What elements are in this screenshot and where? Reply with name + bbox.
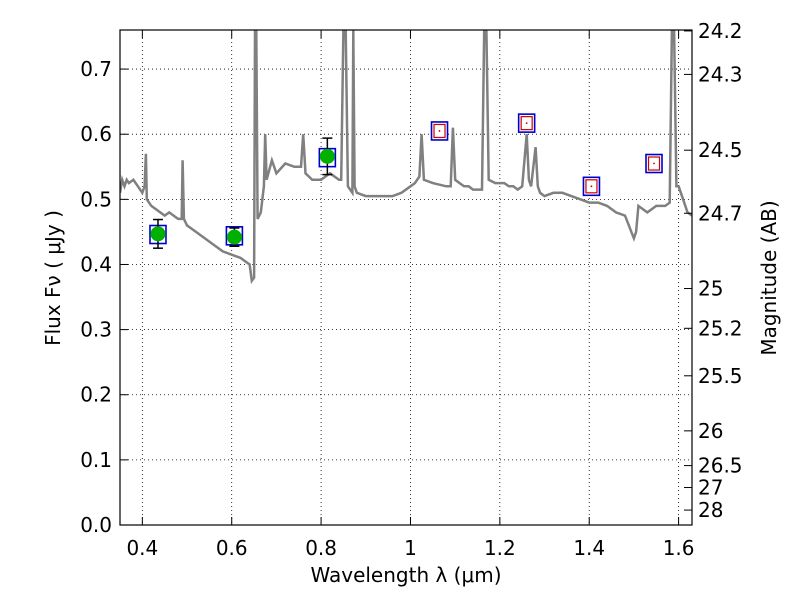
model-markers [149, 113, 663, 246]
plot-frame [119, 29, 693, 526]
model-point-dot [653, 162, 655, 165]
model-point-inner [520, 116, 533, 131]
x-tick-labels: 0.4 0.6 0.8 1 1.2 1.4 1.6 [126, 536, 694, 560]
y-tick-label: 0.1 [80, 448, 112, 472]
model-point-dot [525, 122, 528, 125]
y-tick-label: 0.7 [80, 57, 112, 81]
model-point-dot [438, 130, 441, 132]
y2-tick-label: 25.5 [698, 364, 743, 388]
x-tick-label: 1.6 [663, 536, 695, 560]
model-point-inner [433, 123, 446, 139]
y2-tick-label: 27 [698, 476, 723, 500]
y2-tick-label: 25.2 [698, 316, 743, 340]
y-tick-label: 0.2 [80, 383, 112, 407]
spectrum-layer [120, 30, 692, 285]
spectrum-line [120, 30, 692, 285]
y2-tick-label: 24.5 [698, 138, 743, 162]
y-tick-label: 0.4 [80, 252, 112, 276]
y2-tick-label: 24.2 [698, 19, 743, 43]
y-axis-label: Flux Fν ( μJy ) [41, 210, 65, 346]
model-point-inner [647, 156, 661, 171]
y-tick-labels: 0.0 0.1 0.2 0.3 0.4 0.5 0.6 0.7 [80, 57, 112, 537]
tick-marks [120, 30, 692, 526]
y-tick-label: 0.5 [80, 187, 112, 211]
y2-tick-label: 26 [698, 419, 723, 443]
grid-lines [120, 30, 692, 526]
y-tick-label: 0.0 [80, 513, 112, 537]
model-point-inner [585, 179, 598, 194]
x-tick-label: 0.6 [216, 536, 248, 560]
y2-axis-label: Magnitude (AB) [757, 200, 781, 355]
y2-tick-label: 28 [698, 498, 723, 522]
x-axis-label: Wavelength λ (μm) [310, 563, 501, 587]
y2-tick-label: 24.3 [698, 62, 743, 86]
y2-tick-label: 25 [698, 277, 723, 301]
x-tick-label: 1.4 [573, 536, 605, 560]
observed-point [319, 148, 335, 164]
y-tick-label: 0.3 [80, 318, 112, 342]
observed-markers [150, 137, 335, 249]
y2-tick-label: 24.7 [698, 201, 743, 225]
x-tick-label: 0.4 [126, 536, 158, 560]
model-point-dot [590, 185, 593, 188]
x-tick-label: 0.8 [305, 536, 337, 560]
y-tick-label: 0.6 [80, 122, 112, 146]
x-tick-label: 1 [404, 536, 417, 560]
x-tick-label: 1.2 [484, 536, 516, 560]
observed-point [226, 229, 242, 245]
observed-point [150, 226, 166, 242]
y2-tick-label: 26.5 [698, 454, 743, 478]
